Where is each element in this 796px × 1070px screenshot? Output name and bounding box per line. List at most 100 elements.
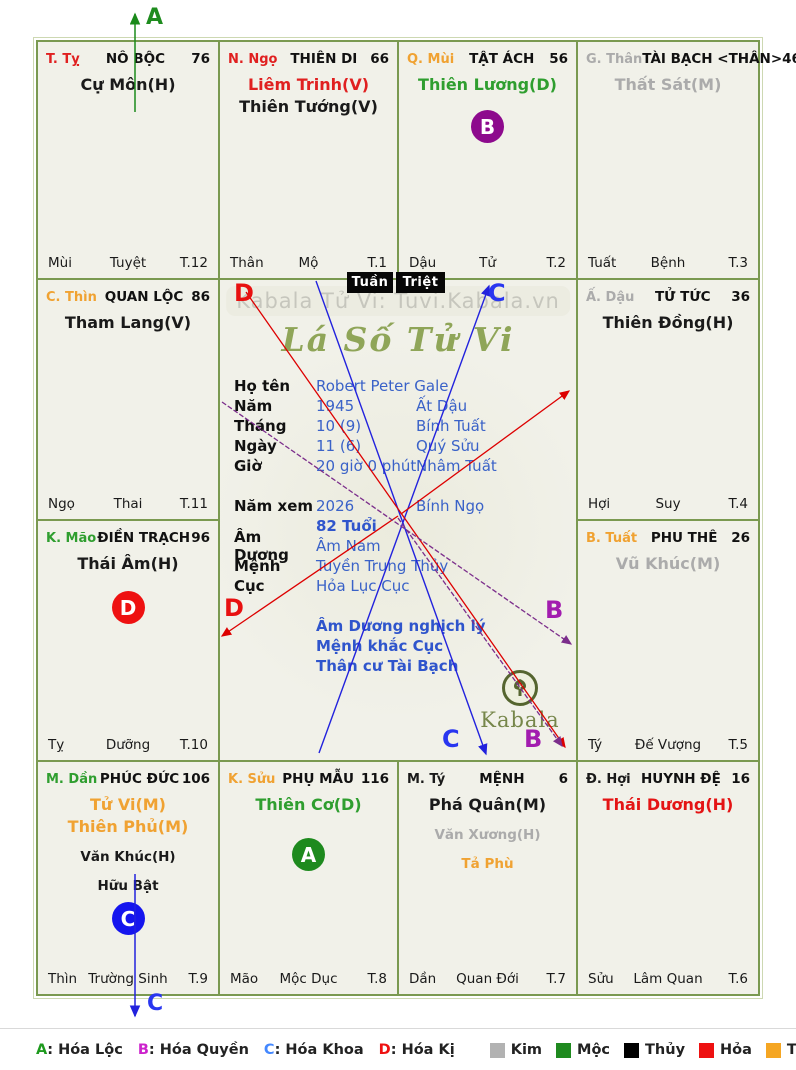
hoa-letter-c-top: C <box>488 279 506 307</box>
footer-chi: Ngọ <box>48 496 75 512</box>
cell-can: Q. Mùi <box>407 52 455 67</box>
star-main: Tử Vi(M) <box>89 795 166 814</box>
palace-name: PHÚC ĐỨC <box>99 771 180 787</box>
legend-letter-b: B <box>137 1042 149 1058</box>
thuy-color-swatch <box>624 1042 640 1058</box>
footer-t: T.1 <box>367 255 387 271</box>
info-value-canchi: Bính Tuất <box>416 417 486 435</box>
palace-number: 6 <box>558 771 568 787</box>
footer-t: T.4 <box>728 496 748 512</box>
footer-chi: Dần <box>409 971 437 987</box>
info-label: Mệnh <box>234 557 281 575</box>
palace-number: 76 <box>191 51 210 67</box>
info-label: Tháng <box>234 417 287 435</box>
palace-cell-suu[interactable]: K. Sửu PHỤ MẪU 116 Thiên Cơ(D) A Mão Mộc Dục… <box>220 762 397 994</box>
palace-cell-hoi[interactable]: Đ. Hợi HUYNH ĐỆ 16 Thái Dương(H) Sửu Lâm Qu… <box>578 762 758 994</box>
cell-can: T. Tỵ <box>46 52 80 67</box>
palace-name: HUYNH ĐỆ <box>640 771 721 787</box>
footer-van: Dưỡng <box>105 737 151 753</box>
footer-t: T.2 <box>546 255 566 271</box>
note-line: Mệnh khắc Cục <box>316 637 444 655</box>
info-value-canchi: Nhâm Tuất <box>416 457 497 475</box>
hoa-letter-d-top: D <box>234 279 254 307</box>
hoa-circle-badge: A <box>292 838 325 871</box>
palace-number: 26 <box>731 530 750 546</box>
star-main: Thiên Cơ(D) <box>255 795 362 814</box>
cell-can: K. Mão <box>46 531 97 546</box>
legend-bar: A: Hóa Lộc B: Hóa Quyền C: Hóa Khoa D: H… <box>36 1036 796 1064</box>
tuvi-chart-grid: T. Tỵ NÔ BỘC 76 Cự Môn(H) Mùi Tuyệt T.12 N. … <box>33 37 796 999</box>
info-label: Họ tên <box>234 377 291 395</box>
footer-t: T.6 <box>728 971 748 987</box>
palace-cell-ty[interactable]: T. Tỵ NÔ BỘC 76 Cự Môn(H) Mùi Tuyệt T.12 <box>38 42 218 278</box>
footer-t: T.9 <box>188 971 208 987</box>
cell-can: N. Ngọ <box>228 52 278 67</box>
note-line: Âm Dương nghịch lý <box>316 617 486 635</box>
palace-name: THIÊN DI <box>290 51 358 67</box>
footer-chi: Thìn <box>48 971 78 987</box>
cell-can: Ấ. Dậu <box>586 290 635 305</box>
palace-name: MỆNH <box>479 771 525 787</box>
star-minor: Văn Khúc(H) <box>80 849 176 865</box>
palace-number: 46 <box>782 51 796 67</box>
footer-chi: Tý <box>588 737 603 753</box>
info-value-canchi: Bính Ngọ <box>416 497 485 515</box>
palace-cell-thin[interactable]: C. Thìn QUAN LỘC 86 Tham Lang(V) Ngọ Thai T.… <box>38 280 218 519</box>
palace-name: TÀI BẠCH <THÂN> <box>642 51 783 67</box>
tree-icon <box>514 679 526 696</box>
palace-cell-dan[interactable]: M. Dần PHÚC ĐỨC 106 Tử Vi(M) Thiên Phủ(M) Vă… <box>38 762 218 994</box>
footer-van: Bệnh <box>650 255 686 271</box>
footer-divider <box>0 1028 796 1029</box>
palace-name: QUAN LỘC <box>104 289 184 305</box>
hoa-letter-c-bottom: C <box>147 991 164 1016</box>
tho-color-swatch <box>765 1042 781 1058</box>
palace-name: TẬT ÁCH <box>469 51 535 67</box>
star-main: Phá Quân(M) <box>428 795 547 814</box>
footer-t: T.11 <box>179 496 208 512</box>
palace-name: NÔ BỘC <box>105 51 166 67</box>
footer-van: Thai <box>113 496 143 512</box>
footer-t: T.3 <box>728 255 748 271</box>
palace-cell-tuat[interactable]: B. Tuất PHU THÊ 26 Vũ Khúc(M) Tý Đế Vượng T.… <box>578 521 758 760</box>
footer-van: Tuyệt <box>109 255 147 271</box>
palace-name: TỬ TỨC <box>654 289 711 305</box>
legend-hoa-quyen: B: Hóa Quyền <box>137 1042 249 1058</box>
kabala-wordmark: Kabala <box>480 708 560 732</box>
star-minor: Văn Xương(H) <box>434 827 541 843</box>
palace-number: 106 <box>181 771 210 787</box>
note-line: Thân cư Tài Bạch <box>316 657 459 675</box>
palace-number: 16 <box>731 771 750 787</box>
info-label: Năm <box>234 397 273 415</box>
info-value: 11 (6) <box>316 437 362 455</box>
palace-name: PHỤ MẪU <box>282 771 354 787</box>
hoa-letter-b-low: B <box>524 725 543 753</box>
palace-number: 36 <box>731 289 750 305</box>
info-value: 20 giờ 0 phút <box>316 457 417 475</box>
footer-chi: Tuất <box>588 255 617 271</box>
palace-cell-mao[interactable]: K. Mão ĐIỀN TRẠCH 96 Thái Âm(H) D Tỵ Dưỡng T.… <box>38 521 218 760</box>
palace-cell-mui[interactable]: Q. Mùi TẬT ÁCH 56 Thiên Lương(D) B Dậu Tử T.2 <box>399 42 576 278</box>
info-value: Âm Nam <box>316 537 381 555</box>
palace-number: 66 <box>370 51 389 67</box>
footer-chi: Dậu <box>409 255 437 271</box>
birth-info-table: Họ tên Robert Peter Gale Năm 1945 Ất Dậu Th… <box>234 376 564 476</box>
footer-van: Lâm Quan <box>633 971 703 987</box>
star-main: Vũ Khúc(M) <box>615 554 721 573</box>
palace-cell-ty-rat[interactable]: M. Tý MỆNH 6 Phá Quân(M) Văn Xương(H) Tả Phù… <box>399 762 576 994</box>
cell-can: M. Tý <box>407 772 446 787</box>
palace-name: PHU THÊ <box>650 530 718 546</box>
palace-cell-ngo[interactable]: N. Ngọ THIÊN DI 66 Liêm Trinh(V) Thiên Tướn… <box>220 42 397 278</box>
footer-chi: Tỵ <box>48 737 65 753</box>
footer-van: Mộc Dục <box>279 971 338 987</box>
palace-number: 116 <box>360 771 389 787</box>
legend-hoa-ki: D: Hóa Kị <box>378 1042 455 1058</box>
kabala-logo-icon <box>502 670 538 706</box>
cell-can: K. Sửu <box>228 772 276 787</box>
palace-cell-dau[interactable]: Ấ. Dậu TỬ TỨC 36 Thiên Đồng(H) Hợi Suy T.4 <box>578 280 758 519</box>
info-value: Tuyền Trung Thủy <box>316 557 449 575</box>
footer-t: T.12 <box>179 255 208 271</box>
legend-thuy: Thủy <box>624 1042 685 1058</box>
info-value: 10 (9) <box>316 417 362 435</box>
